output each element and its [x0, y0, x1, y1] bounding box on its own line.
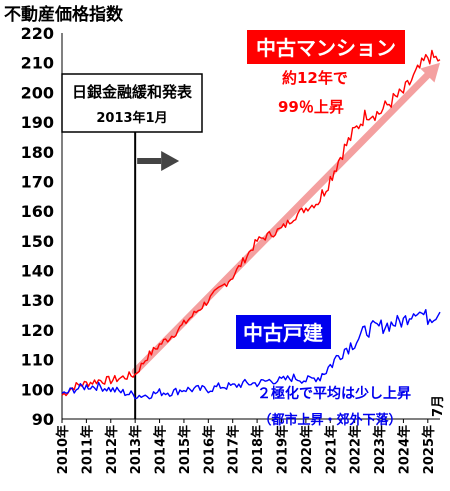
- trend-arrow-head: [420, 62, 440, 83]
- y-tick-label: 110: [21, 351, 54, 370]
- y-tick-label: 150: [21, 232, 54, 251]
- x-tick-label: 2010年: [55, 425, 71, 474]
- x-tick-label: 2022年: [348, 425, 364, 474]
- y-axis: 90 100 110 120 130 140 150 160 170 180 190 200 210 22…: [21, 24, 63, 429]
- x-tick-label: 2023年: [372, 425, 388, 474]
- x-tick-label: 2016年: [201, 425, 217, 474]
- event-marker: 日銀金融緩和発表 2013年1月: [61, 73, 203, 419]
- event-arrow-head: [161, 151, 180, 171]
- y-tick-label: 160: [21, 202, 54, 221]
- y-tick-label: 180: [21, 143, 54, 162]
- y-tick-label: 210: [21, 54, 54, 73]
- y-tick-label: 200: [21, 83, 54, 102]
- x-tick-label: 2013年: [128, 425, 144, 474]
- house-note-2: （都市上昇・郊外下落）: [258, 412, 401, 428]
- mansion-series-line: [61, 49, 441, 397]
- mansion-label-box: [247, 30, 405, 64]
- y-tick-label: 120: [21, 321, 54, 340]
- y-tick-label: 170: [21, 172, 54, 191]
- x-tick-label: 2012年: [104, 425, 120, 474]
- mansion-note-2: 99％上昇: [278, 98, 344, 116]
- y-tick-label: 100: [21, 380, 54, 399]
- series-lines: [61, 49, 441, 400]
- x-tick-label: 2015年: [177, 425, 193, 474]
- x-tick-label: 2024年: [396, 425, 412, 474]
- x-tick-label: 2014年: [153, 425, 169, 474]
- house-label: 中古戸建: [243, 321, 323, 345]
- trend-arrow-shaft: [131, 71, 432, 375]
- x-tick-label: 2020年: [299, 425, 315, 474]
- x-tick-label: 2025年: [421, 425, 437, 474]
- house-note-1: ２極化で平均は少し上昇: [257, 385, 411, 402]
- chart-title: 不動産価格指数: [4, 4, 124, 25]
- y-tick-label: 140: [21, 262, 54, 281]
- x-tick-label: 2017年: [226, 425, 242, 474]
- mansion-note-1: 約12年で: [282, 69, 348, 87]
- x-tick-label: 2011年: [79, 425, 95, 474]
- event-label: 日銀金融緩和発表: [72, 83, 193, 101]
- x-tick-label: 2021年: [323, 425, 339, 474]
- mansion-label: 中古マンション: [256, 36, 396, 60]
- event-sublabel: 2013年1月: [96, 110, 167, 126]
- y-tick-label: 130: [21, 291, 54, 310]
- x-tick-label: 2019年: [274, 425, 290, 474]
- y-tick-label: 90: [32, 410, 54, 429]
- y-tick-label: 220: [21, 24, 54, 43]
- x-axis: 2010年 2011年 2012年 2013年 2014年 2015年 2016年 2017年…: [55, 395, 446, 474]
- event-arrow-shaft: [137, 158, 162, 164]
- x-end-label: 7月: [431, 395, 446, 417]
- house-series-line: [61, 309, 441, 400]
- y-tick-label: 190: [21, 113, 54, 132]
- x-tick-label: 2018年: [250, 425, 266, 474]
- trend-arrow: [131, 62, 440, 375]
- house-label-box: [236, 315, 331, 349]
- event-box: [61, 73, 203, 133]
